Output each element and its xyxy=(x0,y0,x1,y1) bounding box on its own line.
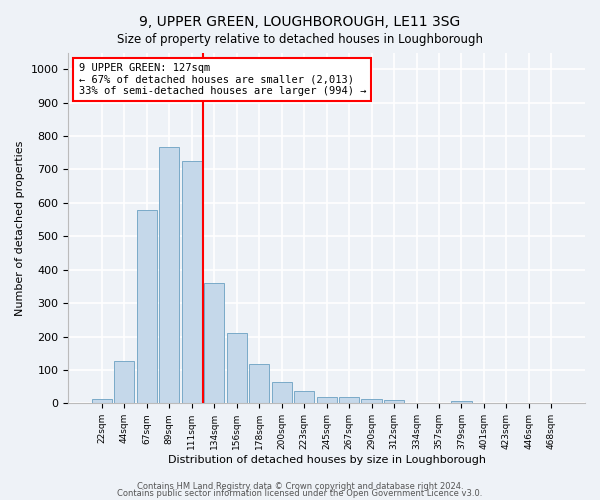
Bar xyxy=(451,400,472,404)
X-axis label: Distribution of detached houses by size in Loughborough: Distribution of detached houses by size … xyxy=(167,455,485,465)
Bar xyxy=(227,333,247,404)
Bar xyxy=(137,210,157,404)
Bar xyxy=(317,396,337,404)
Text: Size of property relative to detached houses in Loughborough: Size of property relative to detached ho… xyxy=(117,32,483,46)
Text: 9, UPPER GREEN, LOUGHBOROUGH, LE11 3SG: 9, UPPER GREEN, LOUGHBOROUGH, LE11 3SG xyxy=(139,15,461,29)
Bar xyxy=(384,400,404,404)
Text: Contains HM Land Registry data © Crown copyright and database right 2024.: Contains HM Land Registry data © Crown c… xyxy=(137,482,463,491)
Bar xyxy=(249,364,269,404)
Bar xyxy=(361,400,382,404)
Bar xyxy=(204,283,224,404)
Bar xyxy=(92,400,112,404)
Bar xyxy=(272,382,292,404)
Y-axis label: Number of detached properties: Number of detached properties xyxy=(15,140,25,316)
Bar xyxy=(294,390,314,404)
Bar xyxy=(159,146,179,404)
Bar xyxy=(182,161,202,404)
Text: 9 UPPER GREEN: 127sqm
← 67% of detached houses are smaller (2,013)
33% of semi-d: 9 UPPER GREEN: 127sqm ← 67% of detached … xyxy=(79,63,366,96)
Bar xyxy=(339,396,359,404)
Bar xyxy=(114,361,134,404)
Text: Contains public sector information licensed under the Open Government Licence v3: Contains public sector information licen… xyxy=(118,489,482,498)
